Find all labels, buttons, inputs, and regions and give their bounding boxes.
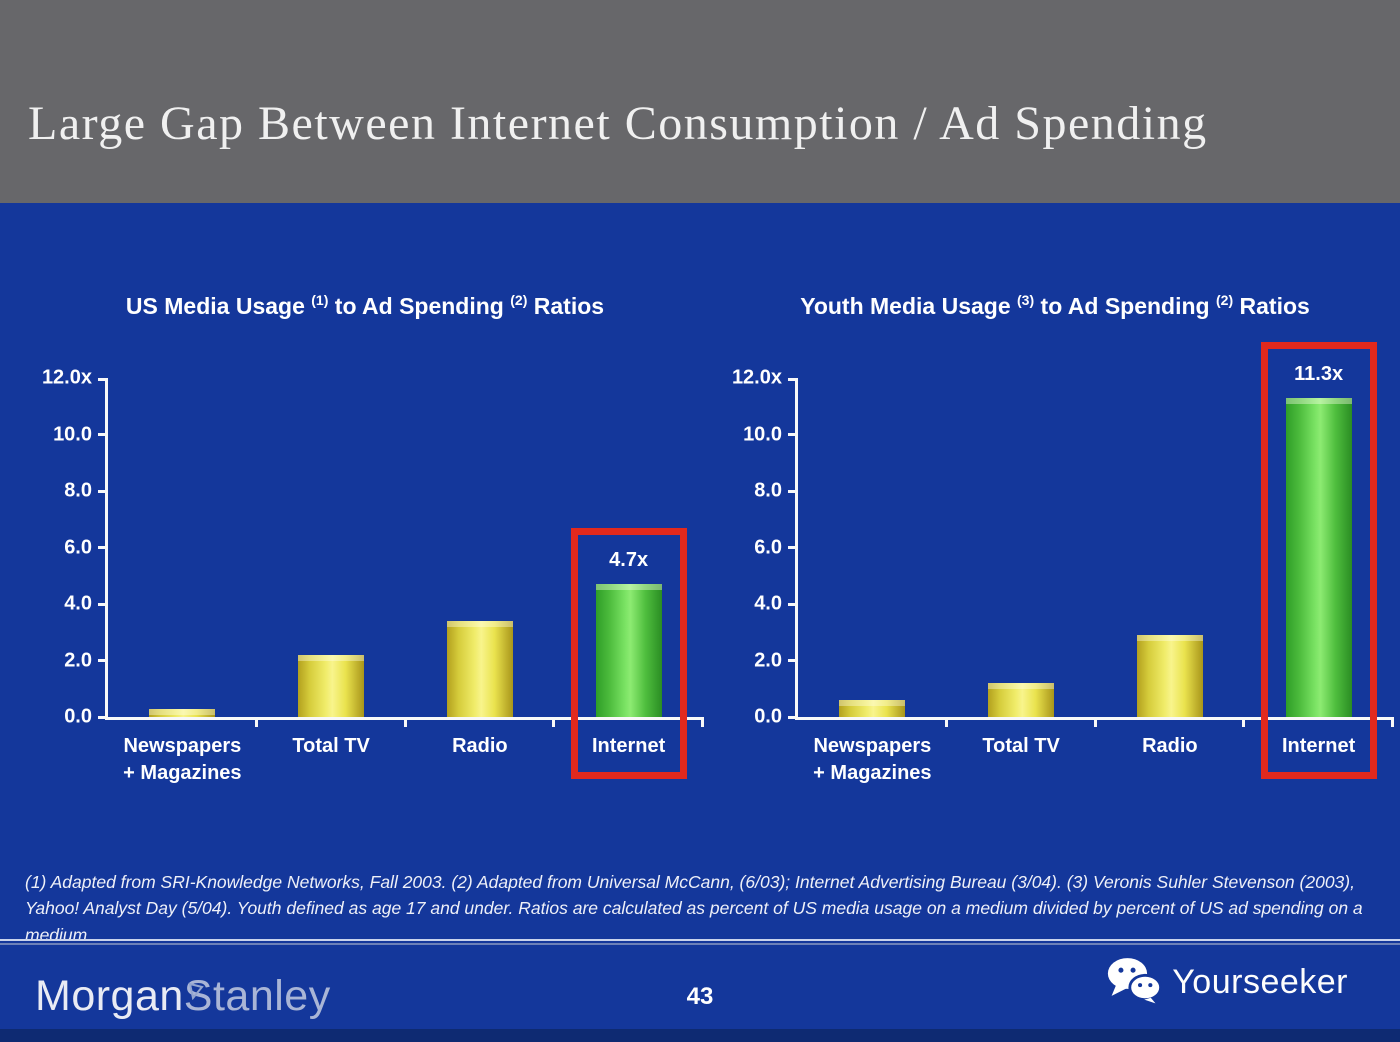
morgan-stanley-triangle-icon — [187, 962, 205, 1011]
x-axis-tick-mark — [403, 717, 407, 727]
bar-internet — [595, 584, 662, 717]
category-label-line: + Magazines — [123, 762, 242, 784]
bar-internet — [1285, 397, 1352, 717]
category-label-total-tv: Total TV — [941, 733, 1101, 760]
footer-divider — [0, 939, 1400, 945]
y-axis-tick-mark — [788, 602, 798, 606]
y-axis-tick-mark — [788, 715, 798, 719]
x-axis-tick-mark — [552, 717, 556, 727]
bottom-strip — [0, 1029, 1400, 1042]
y-axis-tick-label: 6.0 — [754, 536, 782, 558]
y-axis-tick-label: 2.0 — [64, 649, 92, 671]
highlight-box — [1260, 341, 1377, 779]
category-label-line: Total TV — [292, 735, 370, 757]
y-axis-tick-mark — [788, 546, 798, 549]
yourseeker-label: Yourseeker — [1172, 963, 1348, 1001]
slide-header: Large Gap Between Internet Consumption /… — [0, 0, 1400, 203]
category-label-line: Radio — [1142, 735, 1198, 757]
y-axis-tick-label: 12.0x — [41, 366, 92, 389]
y-axis-tick-label: 8.0 — [754, 479, 782, 502]
chart-title-superscript: (3) — [1017, 292, 1035, 309]
y-axis-tick-label: 10.0 — [53, 423, 92, 445]
chart-title-text: to Ad Spending — [1040, 293, 1210, 319]
category-label-radio: Radio — [400, 733, 560, 760]
chart-title-superscript: (1) — [311, 292, 329, 309]
bar-newspapers-magazines — [149, 708, 216, 717]
y-axis-tick-mark — [788, 378, 798, 381]
x-axis-tick-mark — [254, 717, 258, 727]
category-label-line: Newspapers — [813, 735, 932, 757]
y-axis-tick-label: 2.0 — [754, 649, 782, 671]
category-label-radio: Radio — [1090, 733, 1250, 760]
y-axis-tick-mark — [788, 433, 798, 436]
y-axis-tick-label: 12.0x — [731, 366, 782, 389]
bar-radio — [446, 620, 513, 717]
category-label-line: Internet — [1281, 735, 1356, 757]
brand-morgan: Morgan — [35, 972, 184, 1020]
chart-youth-media-usage: Youth Media Usage (3) to Ad Spending (2)… — [715, 280, 1395, 800]
chart-us-media-usage: US Media Usage (1) to Ad Spending (2) Ra… — [30, 280, 704, 800]
y-axis-tick-mark — [98, 659, 108, 662]
y-axis-tick-label: 0.0 — [64, 705, 92, 728]
y-axis-tick-mark — [98, 546, 108, 549]
x-axis-tick-mark — [1093, 717, 1097, 727]
category-label-line: Radio — [452, 735, 508, 757]
data-label-internet: 11.3x — [1294, 362, 1344, 385]
y-axis-tick-label: 8.0 — [64, 479, 92, 502]
chart-title: Youth Media Usage (3) to Ad Spending (2)… — [715, 290, 1395, 323]
page-number: 43 — [686, 983, 714, 1010]
slide-title: Large Gap Between Internet Consumption /… — [28, 97, 1208, 150]
yourseeker-logo: Yourseeker — [1106, 956, 1348, 1009]
category-label-internet: Internet — [549, 733, 709, 760]
footnote: (1) Adapted from SRI-Knowledge Networks,… — [25, 872, 1363, 945]
y-axis-tick-mark — [98, 433, 108, 436]
category-label-internet: Internet — [1239, 733, 1399, 760]
y-axis-tick-label: 4.0 — [64, 592, 92, 615]
x-axis-tick-mark — [944, 717, 948, 727]
data-label-internet: 4.7x — [609, 549, 649, 572]
highlight-box — [570, 528, 687, 779]
y-axis-tick-mark — [98, 378, 108, 381]
chart-title-text: Youth Media Usage — [800, 293, 1011, 319]
x-axis-tick-mark — [1242, 717, 1246, 727]
category-label-newspapers-magazines: Newspapers + Magazines — [792, 733, 952, 787]
category-label-newspapers-magazines: Newspapers + Magazines — [102, 733, 262, 787]
y-axis-tick-label: 6.0 — [64, 536, 92, 558]
y-axis-tick-mark — [98, 489, 108, 493]
category-label-line: Total TV — [982, 735, 1060, 757]
bar-radio — [1136, 635, 1203, 717]
wechat-icon — [1106, 956, 1163, 1009]
chart-title-text: US Media Usage — [125, 293, 305, 319]
x-axis-tick-mark — [701, 717, 704, 727]
brand-stanley: Stanley — [183, 972, 331, 1020]
bar-newspapers-magazines — [839, 700, 906, 717]
y-axis-tick-mark — [98, 715, 108, 719]
category-label-line: Internet — [591, 735, 666, 757]
bar-total-tv — [988, 683, 1055, 717]
y-axis-tick-mark — [788, 659, 798, 662]
chart-title-superscript: (2) — [510, 292, 528, 309]
category-label-line: + Magazines — [813, 762, 932, 784]
y-axis-tick-label: 4.0 — [754, 592, 782, 615]
chart-title-text: Ratios — [533, 293, 605, 319]
x-axis-tick-mark — [1391, 717, 1394, 727]
morgan-stanley-logo: Morgan Stanley — [35, 972, 331, 1021]
plot-area: 12.0x 10.0 8.0 6.0 4.0 2.0 0.0 Newspapers + Maga… — [732, 341, 1394, 784]
category-label-line: Newspapers — [123, 735, 242, 757]
y-axis-tick-label: 0.0 — [754, 705, 782, 728]
y-axis-tick-mark — [98, 602, 108, 606]
bar-total-tv — [298, 654, 365, 717]
y-axis-tick-label: 10.0 — [743, 423, 782, 445]
y-axis-tick-mark — [788, 489, 798, 493]
chart-title: US Media Usage (1) to Ad Spending (2) Ra… — [30, 290, 700, 323]
plot-area: 12.0x 10.0 8.0 6.0 4.0 2.0 0.0 Newspapers + Maga… — [42, 367, 704, 784]
category-label-total-tv: Total TV — [251, 733, 411, 760]
chart-title-text: to Ad Spending — [334, 293, 504, 319]
chart-title-text: Ratios — [1239, 293, 1310, 319]
chart-title-superscript: (2) — [1216, 292, 1234, 309]
